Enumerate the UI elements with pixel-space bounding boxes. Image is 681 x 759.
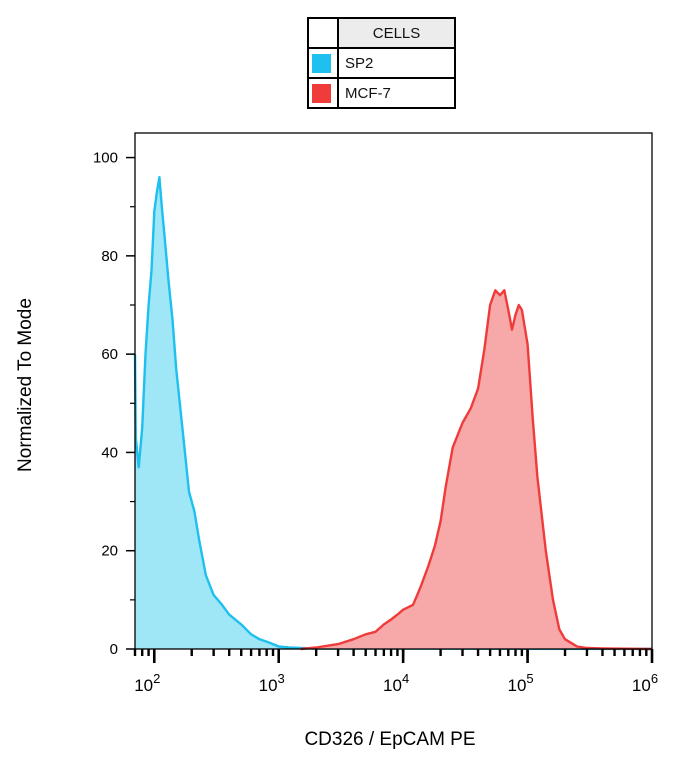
x-tick-label: 104 bbox=[383, 671, 409, 695]
legend-header-blank bbox=[307, 17, 339, 49]
legend-label-sp2: SP2 bbox=[337, 47, 456, 79]
legend-swatch-sp2 bbox=[312, 53, 331, 73]
plot-frame bbox=[134, 132, 653, 650]
x-tick-label: 105 bbox=[507, 671, 533, 695]
series-layer bbox=[133, 175, 653, 651]
series-line-mcf7 bbox=[300, 289, 653, 651]
series-line-sp2 bbox=[133, 175, 653, 651]
series-area-sp2 bbox=[135, 177, 652, 649]
axis-layer: 0 20 40 60 80 100 102 103 104 105 106 bbox=[93, 150, 658, 695]
y-tick-label: 80 bbox=[101, 248, 118, 265]
legend-swatch-cell bbox=[307, 47, 339, 79]
y-tick-label: 60 bbox=[101, 346, 118, 363]
x-tick-label: 103 bbox=[259, 671, 285, 695]
y-axis-label: Normalized To Mode bbox=[15, 298, 36, 472]
x-tick-label: 102 bbox=[134, 671, 160, 695]
legend-header: CELLS bbox=[337, 17, 456, 49]
legend: CELLS SP2 MCF-7 bbox=[307, 17, 456, 109]
legend-label-mcf7: MCF-7 bbox=[337, 77, 456, 109]
y-tick-label: 0 bbox=[110, 641, 118, 658]
legend-swatch-mcf7 bbox=[312, 83, 331, 103]
legend-header-row: CELLS bbox=[307, 17, 456, 49]
y-tick-label: 100 bbox=[93, 150, 118, 167]
legend-entry: SP2 bbox=[307, 47, 456, 79]
x-axis-label: CD326 / EpCAM PE bbox=[304, 729, 475, 750]
x-tick-label: 106 bbox=[632, 671, 658, 695]
legend-entry: MCF-7 bbox=[307, 77, 456, 109]
legend-swatch-cell bbox=[307, 77, 339, 109]
y-tick-label: 40 bbox=[101, 444, 118, 461]
y-tick-label: 20 bbox=[101, 543, 118, 560]
series-area-mcf7 bbox=[300, 290, 652, 649]
